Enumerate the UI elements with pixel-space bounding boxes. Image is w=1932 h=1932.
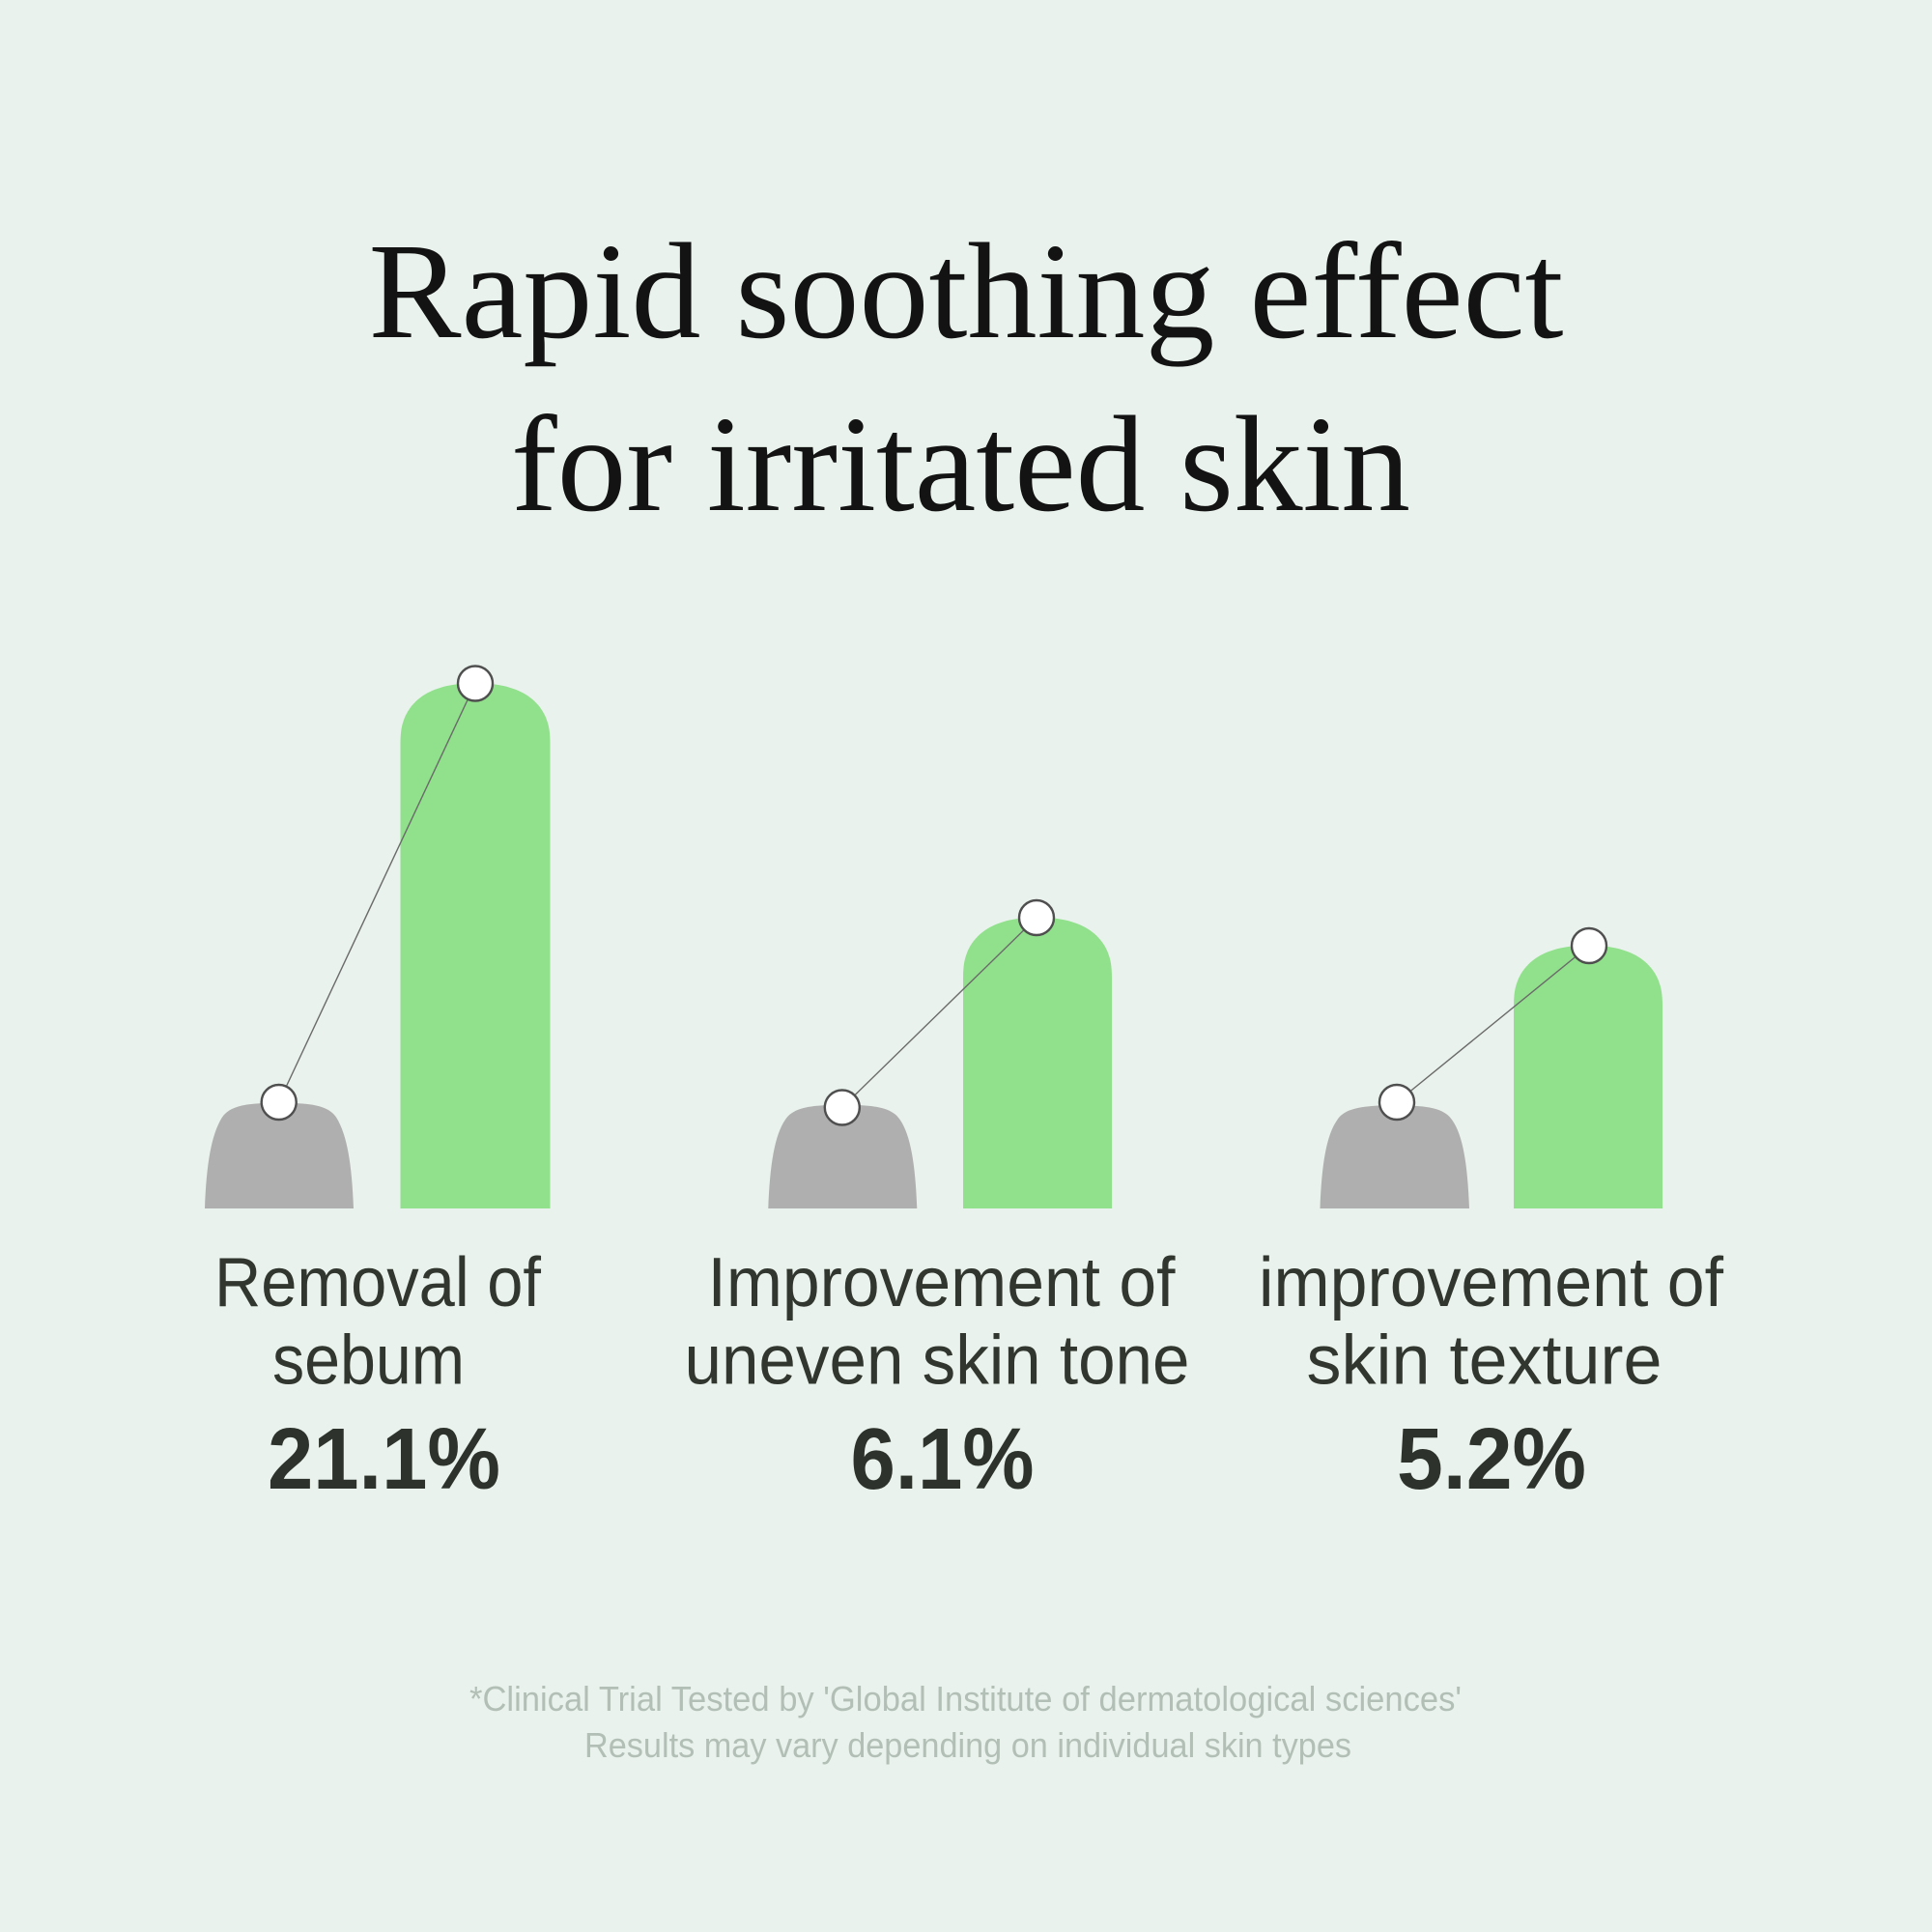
svg-text:5.2%: 5.2% [1397,1411,1586,1508]
svg-text:for irritated skin: for irritated skin [511,387,1410,540]
svg-text:Results may vary depending on: Results may vary depending on individual… [584,1725,1351,1765]
svg-text:Improvement of: Improvement of [708,1244,1177,1321]
svg-text:*Clinical Trial Tested by 'Glo: *Clinical Trial Tested by 'Global Instit… [469,1679,1462,1719]
svg-text:6.1%: 6.1% [851,1411,1035,1508]
svg-text:skin texture: skin texture [1307,1322,1662,1400]
svg-text:Rapid soothing effect: Rapid soothing effect [369,214,1564,367]
svg-text:uneven skin tone: uneven skin tone [685,1322,1190,1400]
svg-text:21.1%: 21.1% [268,1411,500,1508]
svg-text:sebum: sebum [272,1322,465,1400]
svg-text:improvement of: improvement of [1259,1244,1724,1321]
svg-text:Removal of: Removal of [214,1244,542,1321]
